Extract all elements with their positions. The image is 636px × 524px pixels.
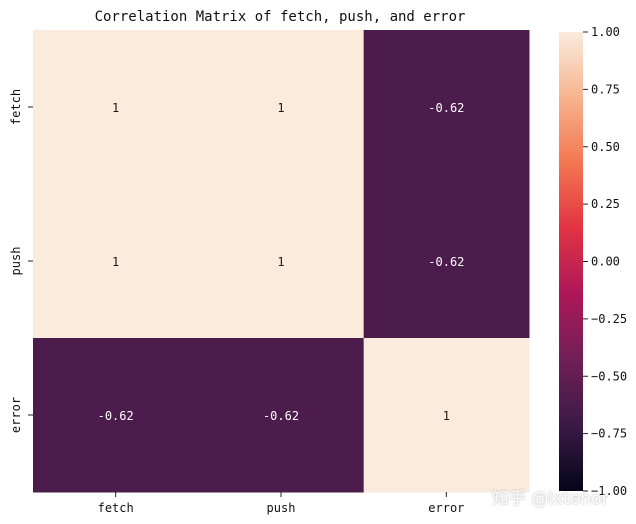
x-tick-label-error: error	[428, 501, 464, 515]
cell-label-fetch-fetch: 1	[112, 101, 119, 115]
chart-title: Correlation Matrix of fetch, push, and e…	[95, 9, 466, 25]
heatmap-cell-fetch-fetch	[33, 30, 199, 185]
colorbar-tick-label: −0.25	[591, 312, 627, 326]
watermark-text: 知乎 @lxtenor	[492, 489, 609, 509]
y-tick-label-fetch: fetch	[9, 89, 23, 125]
cell-label-push-error: -0.62	[428, 255, 464, 269]
y-tick-label-push: push	[9, 247, 23, 276]
heatmap-cell-error-fetch	[33, 338, 199, 493]
y-axis: fetch push error	[9, 89, 33, 433]
colorbar-gradient	[559, 32, 583, 491]
colorbar-tick-label: 1.00	[591, 25, 620, 39]
x-axis: fetch push error	[98, 492, 464, 515]
heatmap-cell-fetch-push	[198, 30, 365, 185]
x-tick-label-push: push	[267, 501, 296, 515]
heatmap-cell-fetch-error	[363, 30, 530, 185]
cell-label-push-fetch: 1	[112, 255, 119, 269]
colorbar-tick-label: 0.75	[591, 82, 620, 96]
x-tick-label-fetch: fetch	[98, 501, 134, 515]
colorbar-tick-label: 0.25	[591, 197, 620, 211]
heatmap-cells	[33, 30, 530, 493]
colorbar: 1.00 0.75 0.50 0.25 0.00 −0.25 −0.50 −0.75 −1.00	[559, 25, 627, 498]
heatmap-cell-push-fetch	[33, 184, 199, 339]
cell-label-fetch-error: -0.62	[428, 101, 464, 115]
cell-label-error-push: -0.62	[263, 409, 299, 423]
heatmap-cell-push-push	[198, 184, 365, 339]
heatmap-cell-push-error	[363, 184, 530, 339]
cell-label-fetch-push: 1	[277, 101, 284, 115]
heatmap-cell-labels: 1 1 -0.62 1 1 -0.62 -0.62 -0.62 1	[98, 101, 465, 423]
cell-label-push-push: 1	[277, 255, 284, 269]
heatmap-cell-error-push	[198, 338, 365, 493]
colorbar-tick-label: 0.50	[591, 140, 620, 154]
colorbar-tick-label: 0.00	[591, 255, 620, 269]
colorbar-tick-label: −1.00	[591, 484, 627, 498]
y-tick-label-error: error	[9, 397, 23, 433]
cell-label-error-fetch: -0.62	[98, 409, 134, 423]
colorbar-tick-label: −0.50	[591, 369, 627, 383]
colorbar-tick-label: −0.75	[591, 427, 627, 441]
cell-label-error-error: 1	[443, 409, 450, 423]
heatmap-cell-error-error	[363, 338, 530, 493]
